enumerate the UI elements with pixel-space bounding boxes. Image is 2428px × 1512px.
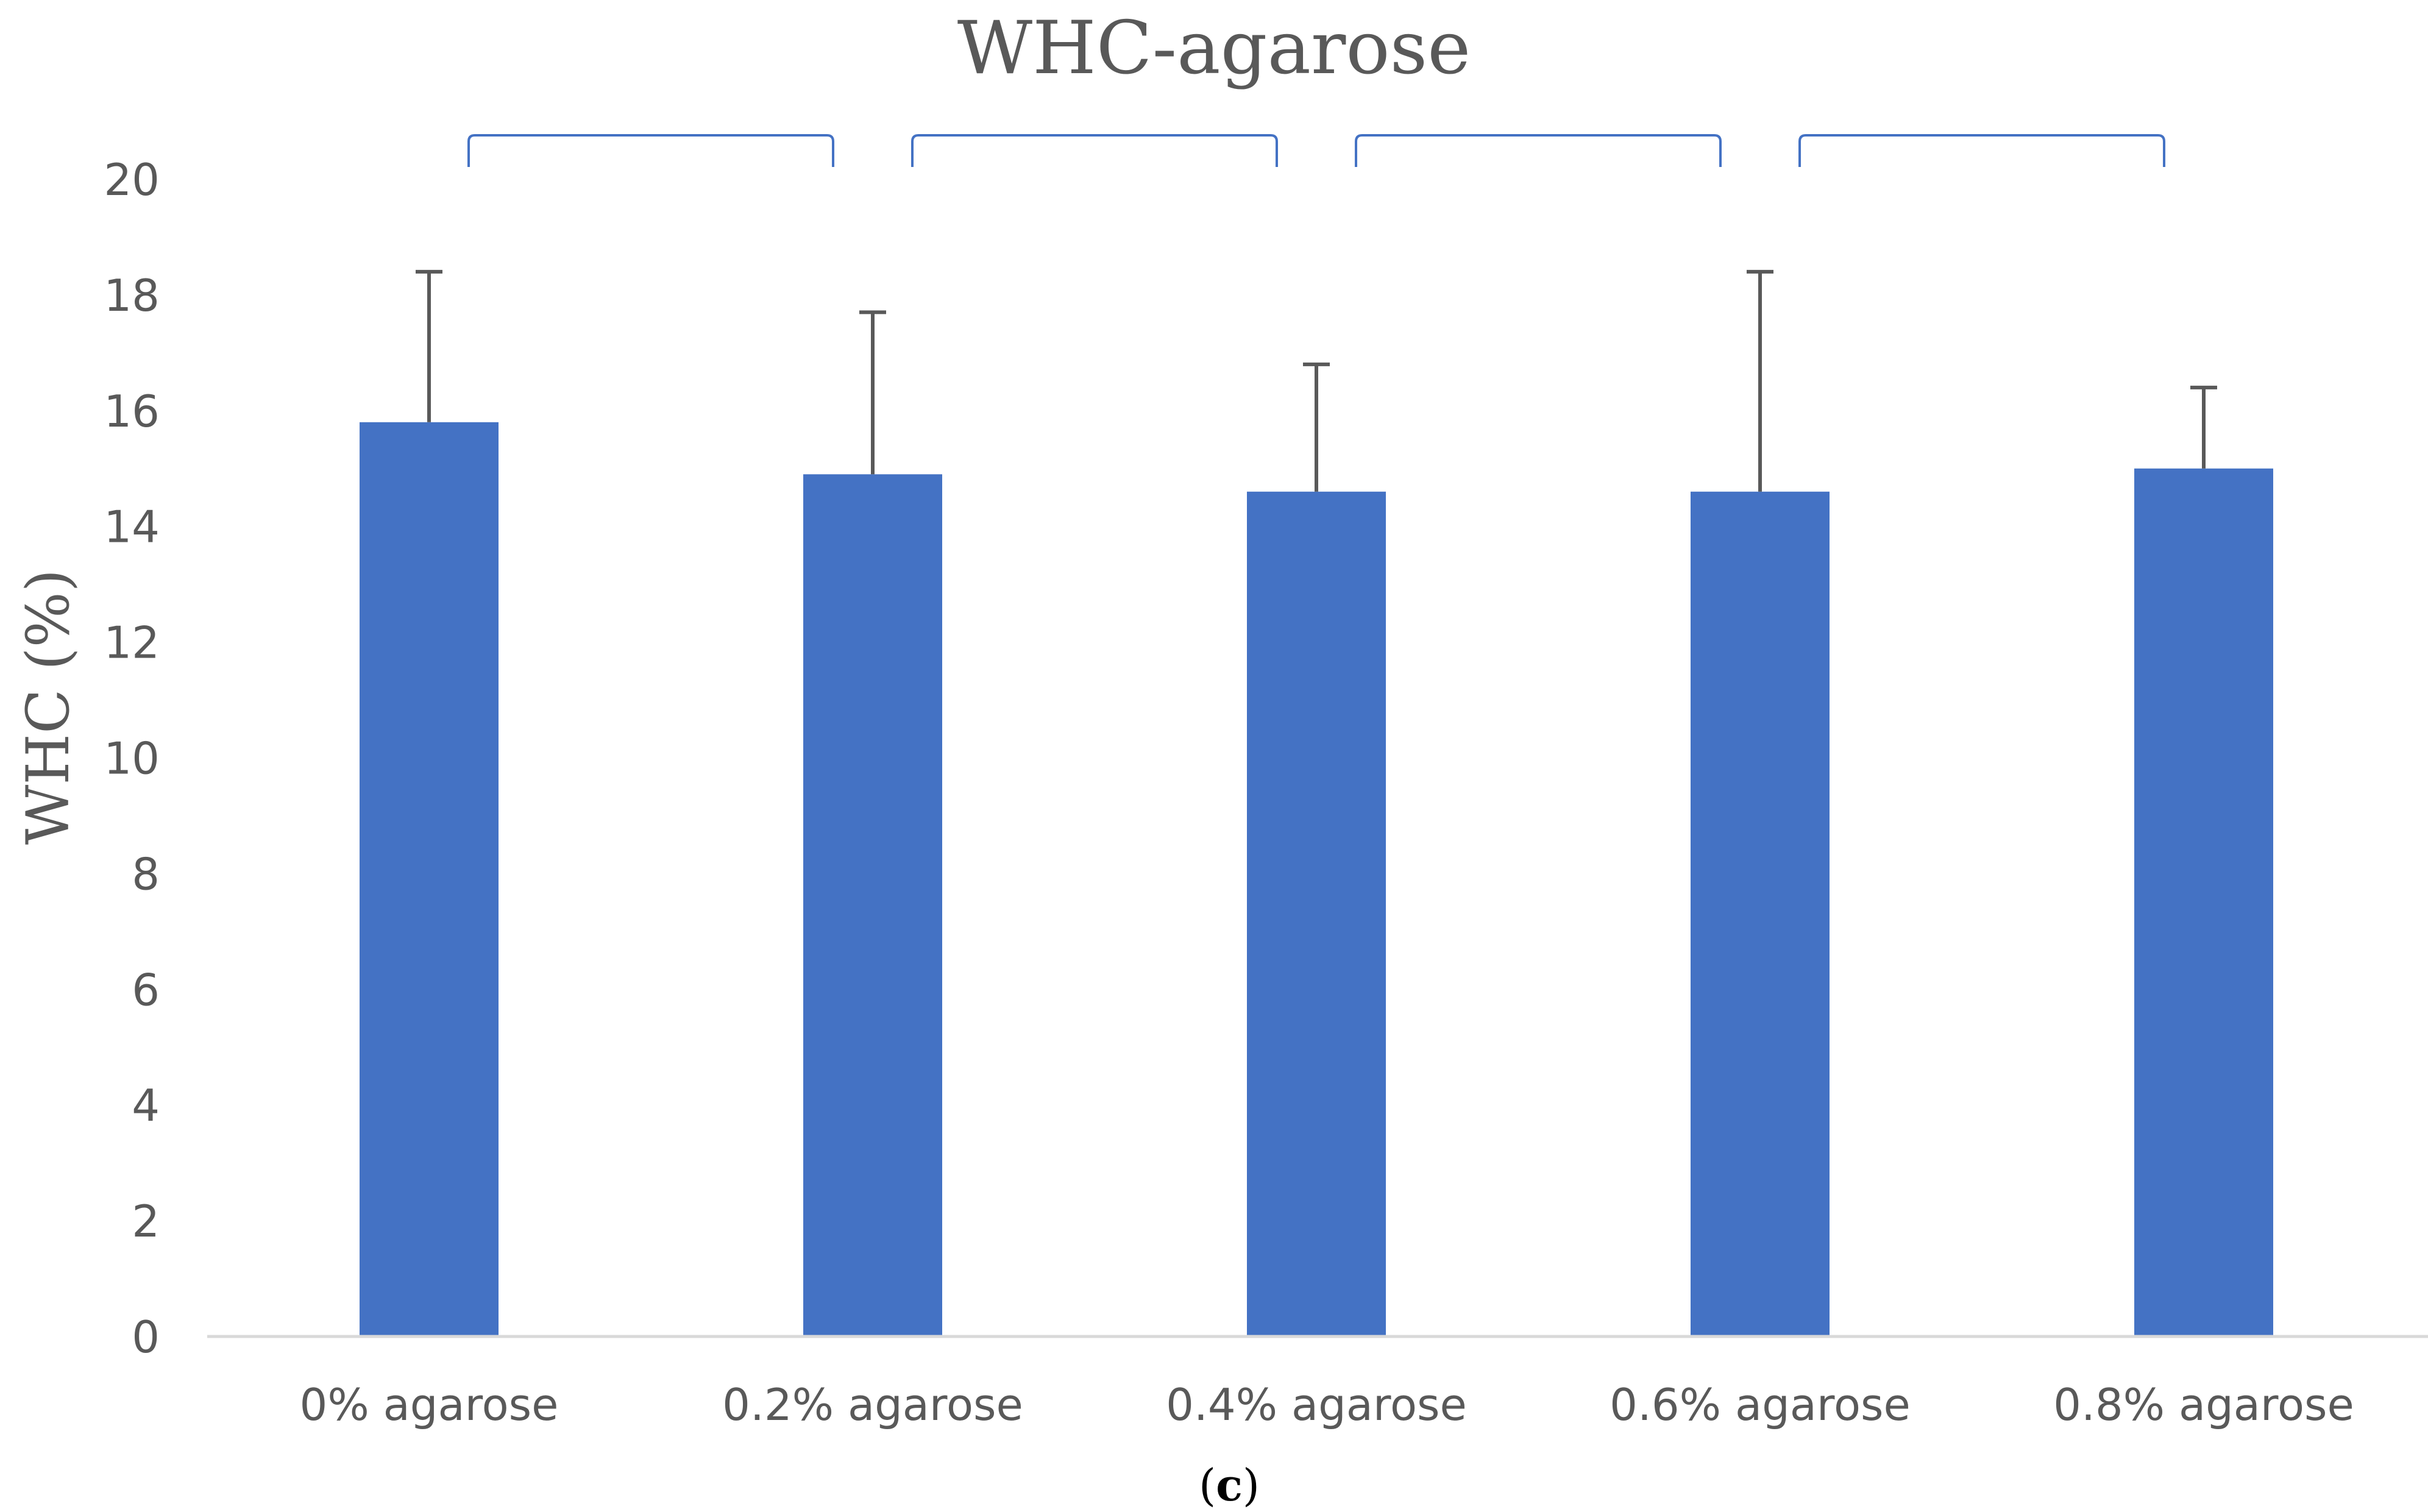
comparison-bracket (467, 134, 834, 167)
y-tick-label: 16 (104, 386, 160, 437)
error-bars (416, 269, 2217, 492)
comparison-bracket (1355, 134, 1722, 167)
x-axis-labels: 0% agarose 0.2% agarose 0.4% agarose 0.6% a… (300, 1379, 2354, 1430)
y-tick-label: 12 (104, 617, 160, 669)
comparison-bracket (911, 134, 1278, 167)
bars (360, 422, 2273, 1336)
y-tick-label: 0 (132, 1311, 160, 1363)
caption-open: ( (1199, 1460, 1216, 1511)
bar (1247, 491, 1386, 1336)
y-tick-label: 10 (104, 733, 160, 784)
comparison-brackets (467, 134, 2165, 167)
x-tick-label: 0.2% agarose (722, 1379, 1023, 1430)
bar (360, 422, 499, 1336)
x-tick-label: 0.4% agarose (1166, 1379, 1467, 1430)
caption-letter: c (1216, 1459, 1243, 1511)
figure-caption: (c) (1199, 1459, 1260, 1511)
chart-title: WHC-agarose (957, 6, 1471, 91)
y-tick-label: 4 (132, 1080, 160, 1131)
y-tick-label: 6 (132, 964, 160, 1015)
y-tick-label: 20 (104, 154, 160, 205)
y-axis-ticks: 0 2 4 6 8 10 12 14 16 18 20 (104, 154, 160, 1363)
y-axis-label: WHC (%) (14, 569, 82, 845)
comparison-bracket (1798, 134, 2165, 167)
y-tick-label: 14 (104, 502, 160, 553)
bar (2134, 468, 2273, 1336)
x-tick-label: 0% agarose (300, 1379, 559, 1430)
y-tick-label: 2 (132, 1196, 160, 1247)
y-tick-label: 8 (132, 848, 160, 900)
x-tick-label: 0.8% agarose (2053, 1379, 2354, 1430)
bar (803, 474, 942, 1336)
x-tick-label: 0.6% agarose (1610, 1379, 1911, 1430)
caption-close: ) (1243, 1460, 1260, 1511)
y-tick-label: 18 (104, 270, 160, 321)
bar (1691, 491, 1830, 1336)
